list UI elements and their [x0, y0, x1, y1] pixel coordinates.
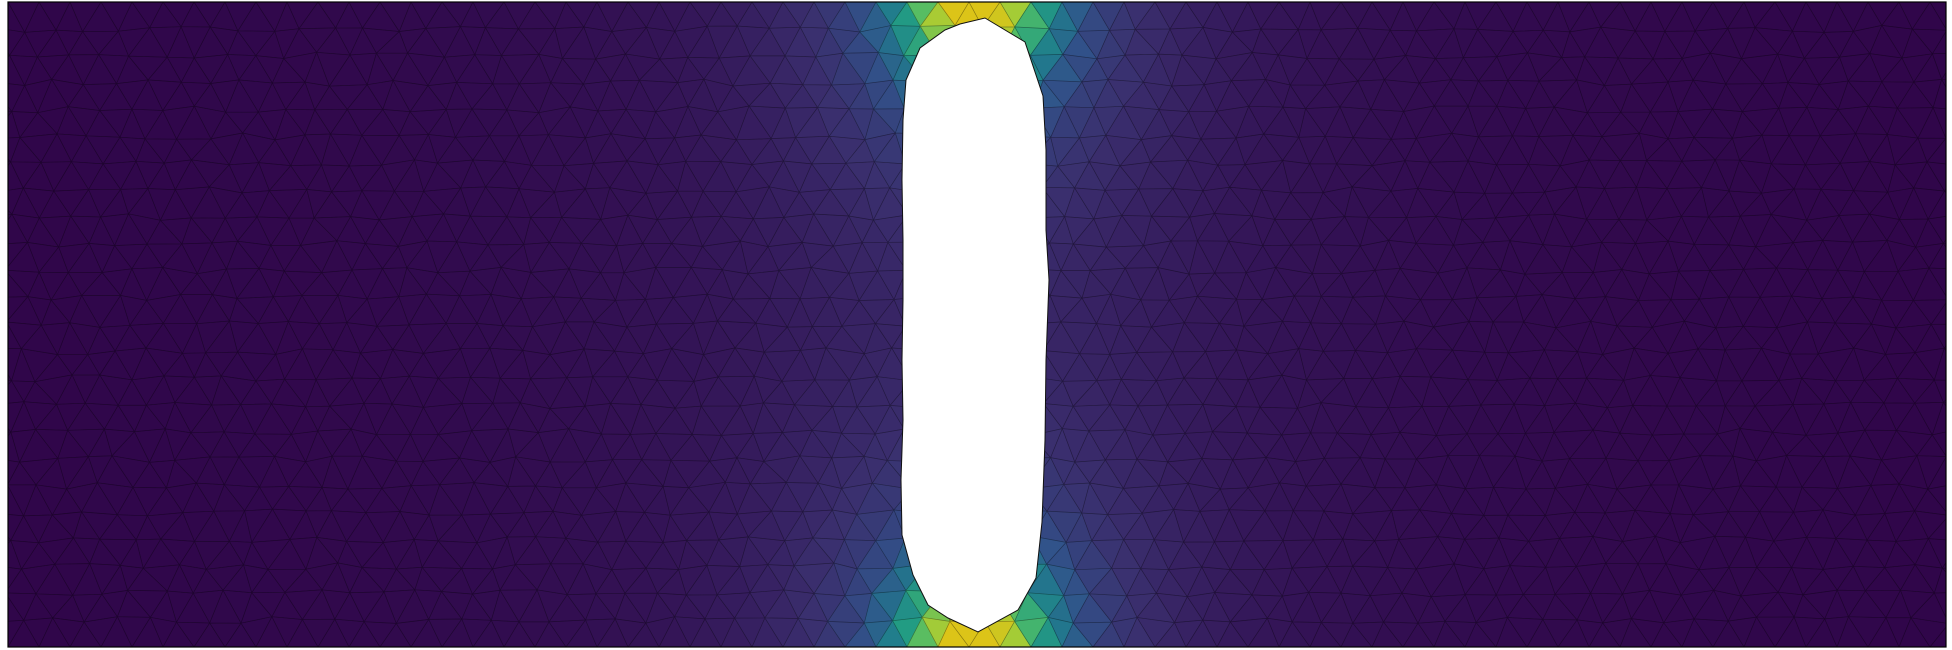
mesh-element	[1948, 297, 1952, 325]
mesh-element	[1945, 109, 1946, 140]
mesh-element	[1945, 456, 1946, 484]
slot-hole	[900, 17, 1050, 633]
mesh-element	[1947, 29, 1952, 53]
mesh-element	[8, 484, 9, 514]
mesh-element	[0, 458, 8, 487]
mesh-element	[1931, 52, 1946, 81]
mesh-element	[0, 245, 5, 274]
mesh-element	[0, 565, 5, 593]
mesh-element	[0, 298, 7, 326]
mesh-element	[8, 2, 9, 29]
mesh-element	[1948, 269, 1952, 300]
mesh-element	[0, 270, 5, 297]
mesh-element	[0, 593, 5, 622]
mesh-element	[1945, 137, 1946, 166]
mesh-element	[8, 621, 9, 647]
mesh-element	[1947, 2, 1952, 30]
mesh-element	[1945, 428, 1946, 459]
mesh-element	[0, 322, 7, 349]
